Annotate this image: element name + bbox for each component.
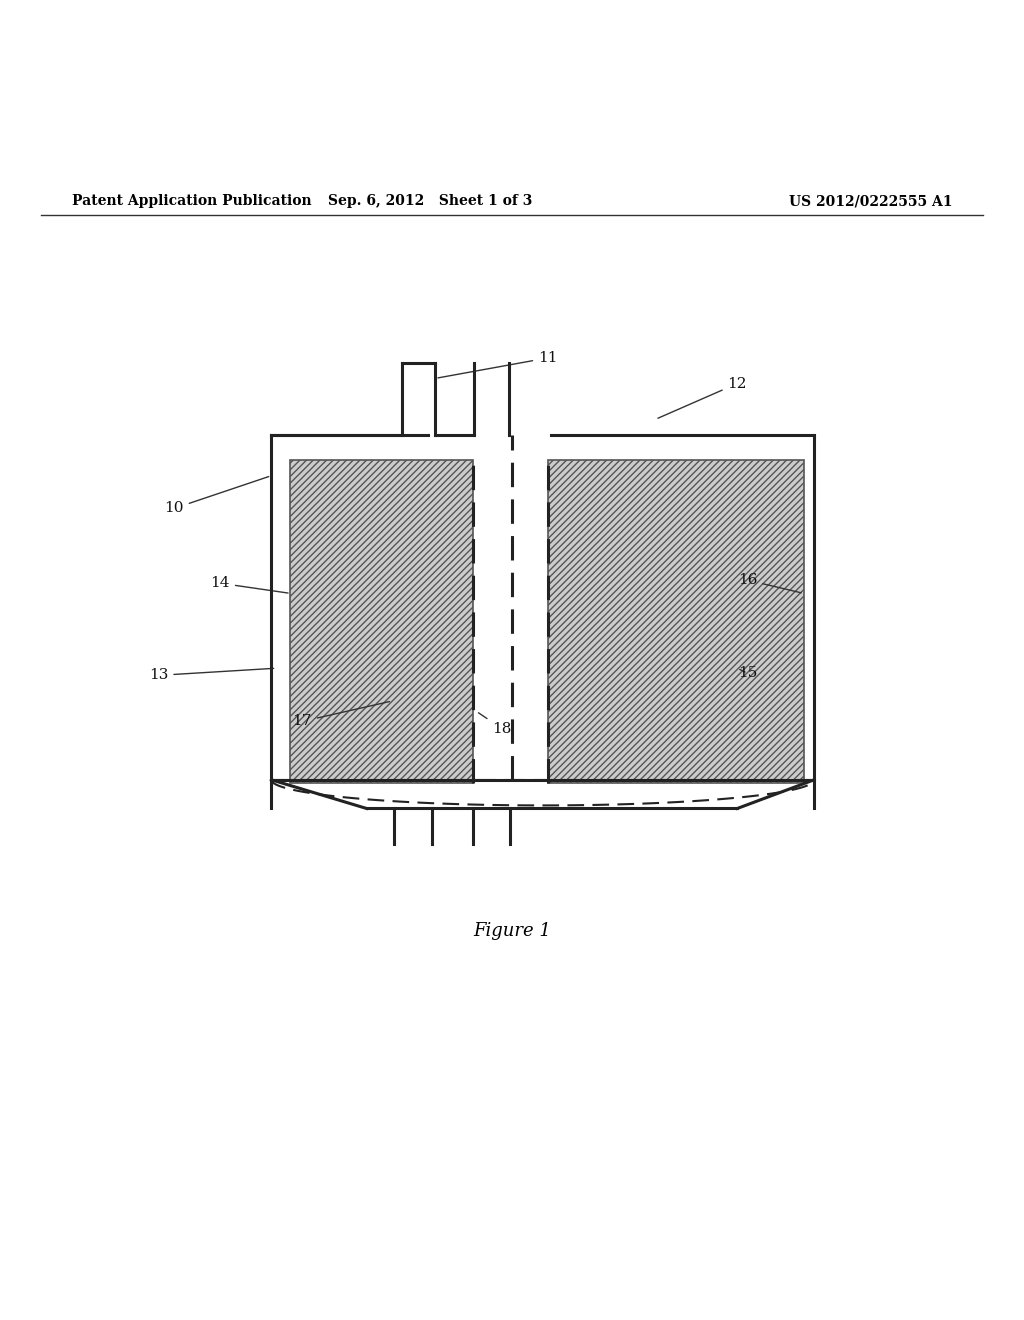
Text: Patent Application Publication: Patent Application Publication	[72, 194, 311, 209]
Bar	[548, 461, 804, 783]
Text: 16: 16	[737, 573, 801, 593]
Text: 10: 10	[164, 477, 268, 515]
Text: 14: 14	[210, 577, 288, 593]
Text: 12: 12	[657, 376, 748, 418]
Text: 11: 11	[438, 351, 558, 378]
Text: 17: 17	[293, 701, 389, 729]
Text: 13: 13	[150, 668, 273, 682]
Text: 15: 15	[738, 667, 757, 680]
Text: Sep. 6, 2012   Sheet 1 of 3: Sep. 6, 2012 Sheet 1 of 3	[328, 194, 532, 209]
Bar	[290, 461, 473, 783]
Text: 18: 18	[478, 713, 511, 735]
Text: US 2012/0222555 A1: US 2012/0222555 A1	[788, 194, 952, 209]
Text: Figure 1: Figure 1	[473, 923, 551, 940]
